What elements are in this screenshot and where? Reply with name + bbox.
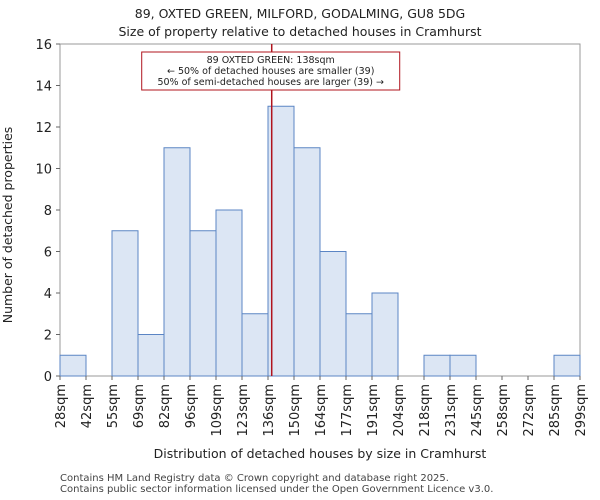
- x-axis-label: Distribution of detached houses by size …: [154, 446, 487, 461]
- y-tick-label: 14: [35, 80, 52, 95]
- x-tick-label: 299sqm: [574, 384, 589, 437]
- x-tick-label: 96sqm: [184, 384, 199, 428]
- footer-attribution-line2: Contains public sector information licen…: [60, 484, 494, 495]
- histogram-bar: [319, 251, 347, 377]
- x-tick-label: 231sqm: [444, 384, 459, 437]
- y-tick-label: 12: [35, 121, 52, 136]
- x-tick-label: 218sqm: [418, 384, 433, 437]
- y-tick-label: 0: [44, 370, 52, 385]
- histogram-bar: [111, 230, 139, 377]
- histogram-bar: [449, 354, 477, 377]
- chart-title: 89, OXTED GREEN, MILFORD, GODALMING, GU8…: [134, 6, 466, 21]
- y-tick-label: 6: [44, 246, 52, 261]
- x-tick-label: 272sqm: [522, 384, 537, 437]
- histogram-bar: [215, 209, 243, 377]
- x-tick-label: 42sqm: [80, 384, 95, 428]
- chart-subtitle: Size of property relative to detached ho…: [118, 24, 482, 39]
- y-tick-label: 8: [44, 204, 52, 219]
- x-tick-label: 177sqm: [340, 384, 355, 437]
- y-tick-label: 4: [44, 287, 52, 302]
- annotation-line: 89 OXTED GREEN: 138sqm: [207, 55, 335, 66]
- y-tick-label: 16: [35, 38, 52, 53]
- y-axis-label: Number of detached properties: [0, 127, 15, 324]
- x-tick-label: 204sqm: [392, 384, 407, 437]
- x-tick-label: 82sqm: [158, 384, 173, 428]
- histogram-bar: [293, 147, 321, 377]
- x-tick-label: 69sqm: [132, 384, 147, 428]
- x-tick-label: 28sqm: [54, 384, 69, 428]
- x-tick-label: 285sqm: [548, 384, 563, 437]
- x-tick-label: 109sqm: [210, 384, 225, 437]
- x-tick-label: 123sqm: [236, 384, 251, 437]
- y-tick-label: 10: [35, 163, 52, 178]
- histogram-bar: [189, 230, 217, 377]
- histogram-bar: [241, 313, 269, 377]
- histogram-bar: [163, 147, 191, 377]
- x-tick-label: 150sqm: [288, 384, 303, 437]
- histogram-bar: [137, 334, 165, 377]
- histogram-bar: [345, 313, 373, 377]
- histogram-bar: [423, 354, 451, 377]
- x-tick-label: 191sqm: [366, 384, 381, 437]
- x-tick-label: 245sqm: [470, 384, 485, 437]
- x-tick-label: 164sqm: [314, 384, 329, 437]
- annotation-box: [141, 51, 401, 91]
- x-tick-label: 258sqm: [496, 384, 511, 437]
- footer-attribution-line1: Contains HM Land Registry data © Crown c…: [60, 473, 449, 484]
- y-tick-label: 2: [44, 329, 52, 344]
- annotation-line: ← 50% of detached houses are smaller (39…: [167, 66, 374, 77]
- annotation-line: 50% of semi-detached houses are larger (…: [157, 77, 384, 88]
- histogram-bar: [371, 292, 399, 377]
- x-tick-label: 136sqm: [262, 384, 277, 437]
- histogram-bar: [59, 354, 87, 377]
- x-tick-label: 55sqm: [106, 384, 121, 428]
- histogram-bar: [553, 354, 581, 377]
